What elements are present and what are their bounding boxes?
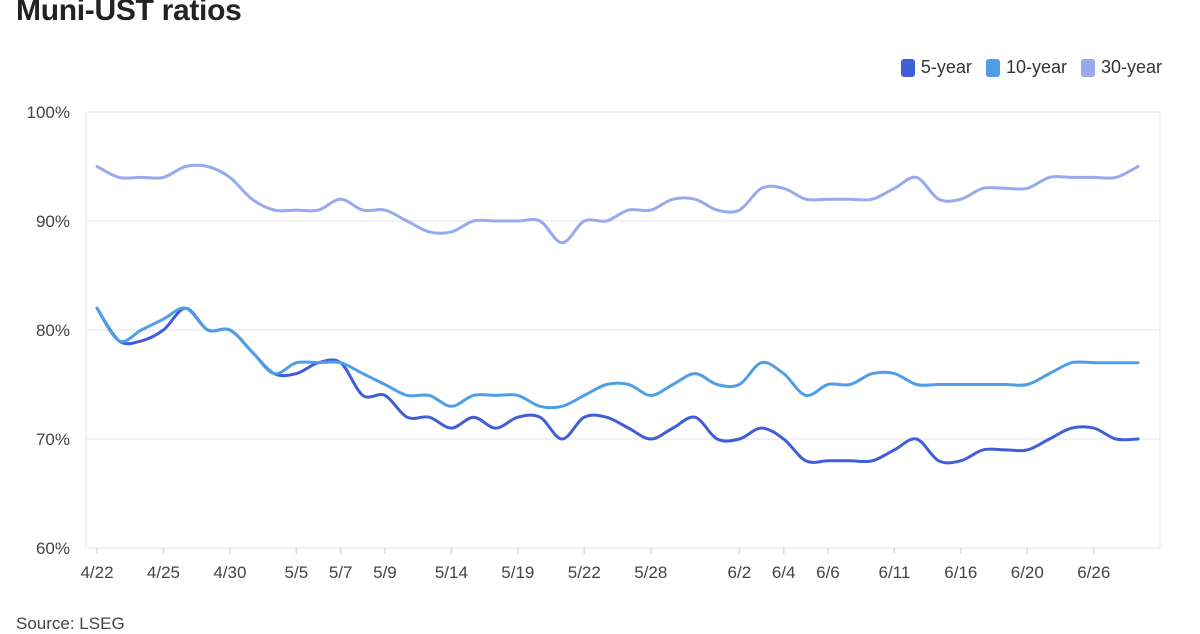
legend-item-10-year[interactable]: 10-year: [985, 57, 1067, 78]
legend-swatch-5-year: [900, 58, 915, 77]
x-tick-label: 4/22: [80, 563, 113, 582]
x-tick-label: 5/5: [285, 563, 309, 582]
x-tick-label: 6/11: [878, 563, 910, 582]
y-tick-label: 60%: [36, 539, 70, 558]
x-tick-label: 5/22: [568, 563, 601, 582]
series-line-10-year[interactable]: [95, 306, 1140, 410]
series-layer: [95, 163, 1140, 465]
x-tick-label: 4/25: [147, 563, 180, 582]
legend-item-5-year[interactable]: 5-year: [900, 57, 972, 78]
x-tick-label: 6/4: [772, 563, 796, 582]
legend-label-5-year: 5-year: [920, 57, 972, 77]
x-tick-label: 5/28: [634, 563, 667, 582]
x-tick-label: 5/7: [329, 563, 353, 582]
x-tick-label: 5/19: [501, 563, 534, 582]
legend-label-10-year: 10-year: [1005, 57, 1067, 77]
legend-label-30-year: 30-year: [1100, 57, 1162, 77]
chart-title: Muni-UST ratios: [16, 0, 242, 27]
legend-swatch-10-year: [985, 58, 1000, 77]
series-line-30-year[interactable]: [95, 163, 1140, 245]
axis-layer: 60% 70% 80% 90% 100% 4/22 4/25 4/30 5/5 5/7 5/9 5/1…: [27, 103, 1111, 582]
x-tick-label: 6/20: [1011, 563, 1044, 582]
y-tick-label: 90%: [36, 212, 70, 231]
x-tick-label: 4/30: [213, 563, 246, 582]
source-note: Source: LSEG: [16, 614, 125, 633]
legend-swatch-30-year: [1080, 58, 1095, 77]
y-tick-label: 70%: [36, 430, 70, 449]
grid-layer: [85, 111, 1161, 549]
chart-legend: 5-year 10-year 30-year: [900, 57, 1162, 78]
x-tick-label: 5/14: [435, 563, 468, 582]
y-tick-label: 80%: [36, 321, 70, 340]
x-tick-label: 6/2: [728, 563, 752, 582]
x-tick-label: 6/16: [944, 563, 977, 582]
x-tick-label: 6/26: [1077, 563, 1110, 582]
legend-item-30-year[interactable]: 30-year: [1080, 57, 1162, 78]
x-tick-label: 6/6: [816, 563, 840, 582]
y-tick-label: 100%: [27, 103, 70, 122]
x-tick-label: 5/9: [373, 563, 397, 582]
